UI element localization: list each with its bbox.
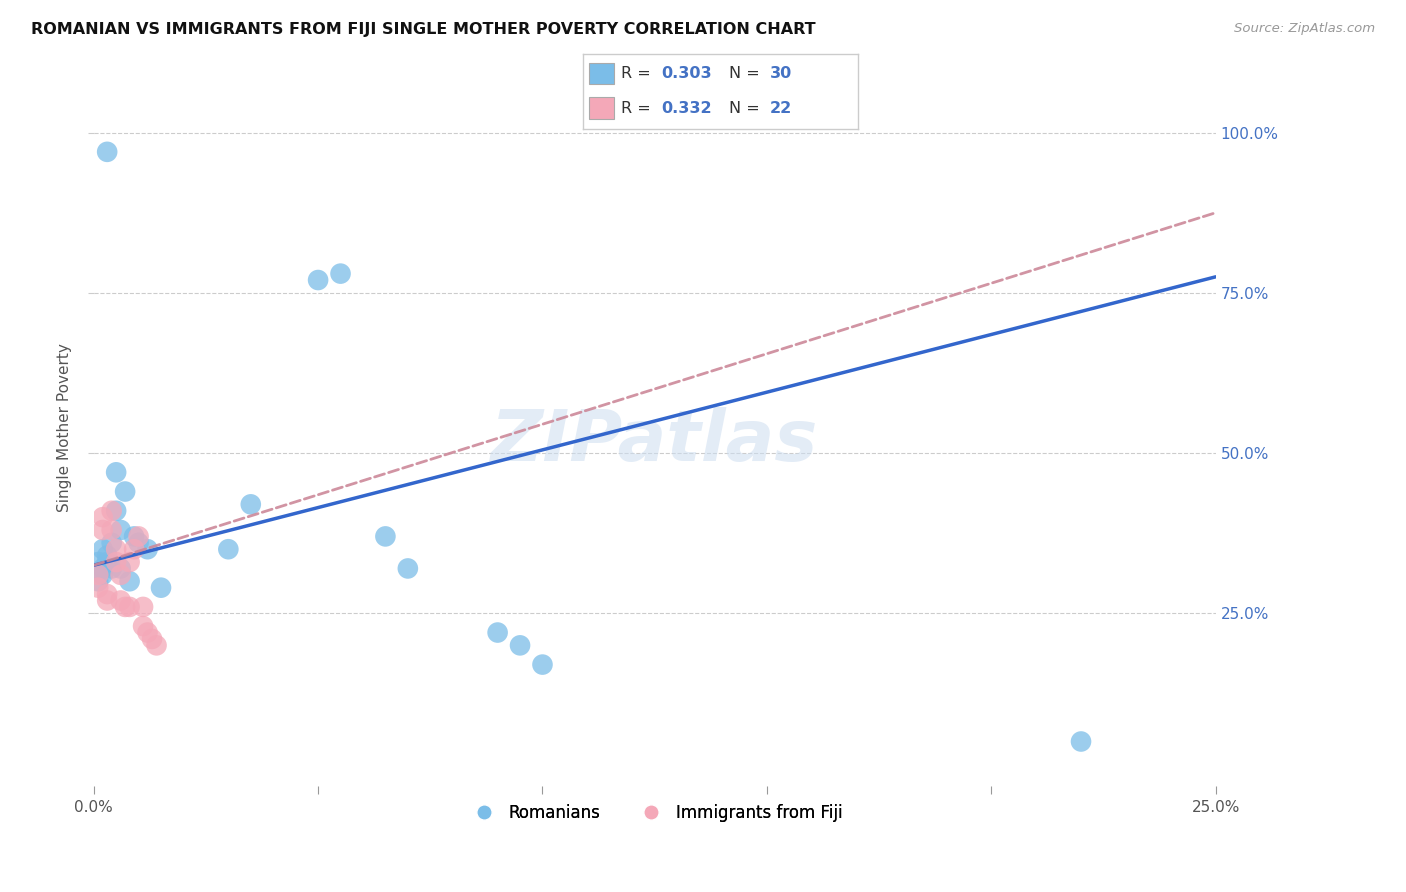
Point [100,536,122,550]
Point [105,504,128,518]
Legend: Romanians, Immigrants from Fiji: Romanians, Immigrants from Fiji [460,797,849,829]
Point [141,632,163,646]
Point [110,567,132,582]
Point [136,625,159,640]
Point [114,599,136,614]
Point [105,542,128,557]
Text: N =: N = [728,66,765,81]
Text: N =: N = [728,101,765,116]
Point [118,599,141,614]
FancyBboxPatch shape [589,62,613,84]
Point [1070,734,1092,748]
Point [91,561,114,575]
Text: R =: R = [620,101,655,116]
Point [531,657,554,672]
Point [122,542,145,557]
Point [91,542,114,557]
Y-axis label: Single Mother Poverty: Single Mother Poverty [58,343,72,512]
Point [118,555,141,569]
Point [87,555,110,569]
Point [110,561,132,575]
Point [132,619,155,633]
Text: 0.332: 0.332 [662,101,713,116]
Text: 0.303: 0.303 [662,66,713,81]
Text: 22: 22 [770,101,792,116]
Point [114,484,136,499]
Point [105,465,128,479]
Point [96,145,118,159]
Point [91,523,114,537]
Point [110,523,132,537]
Point [110,593,132,607]
Text: R =: R = [620,66,655,81]
Point [239,497,262,511]
Point [128,529,150,543]
Point [486,625,509,640]
Point [87,567,110,582]
Text: 30: 30 [770,66,792,81]
Point [100,561,122,575]
FancyBboxPatch shape [589,97,613,119]
Point [145,638,167,652]
Point [132,599,155,614]
Point [122,529,145,543]
Point [118,574,141,589]
Point [87,574,110,589]
Point [105,555,128,569]
Text: ZIPatlas: ZIPatlas [491,408,818,476]
Point [396,561,419,575]
Point [91,567,114,582]
Point [150,581,173,595]
Point [96,587,118,601]
Point [96,555,118,569]
Text: ROMANIAN VS IMMIGRANTS FROM FIJI SINGLE MOTHER POVERTY CORRELATION CHART: ROMANIAN VS IMMIGRANTS FROM FIJI SINGLE … [31,22,815,37]
Point [329,267,352,281]
Point [100,504,122,518]
Point [96,549,118,563]
Point [509,638,531,652]
Point [136,542,159,557]
Point [96,593,118,607]
Text: Source: ZipAtlas.com: Source: ZipAtlas.com [1234,22,1375,36]
Point [100,523,122,537]
Point [87,581,110,595]
Point [374,529,396,543]
Point [128,536,150,550]
Point [91,510,114,524]
Point [217,542,239,557]
Point [307,273,329,287]
